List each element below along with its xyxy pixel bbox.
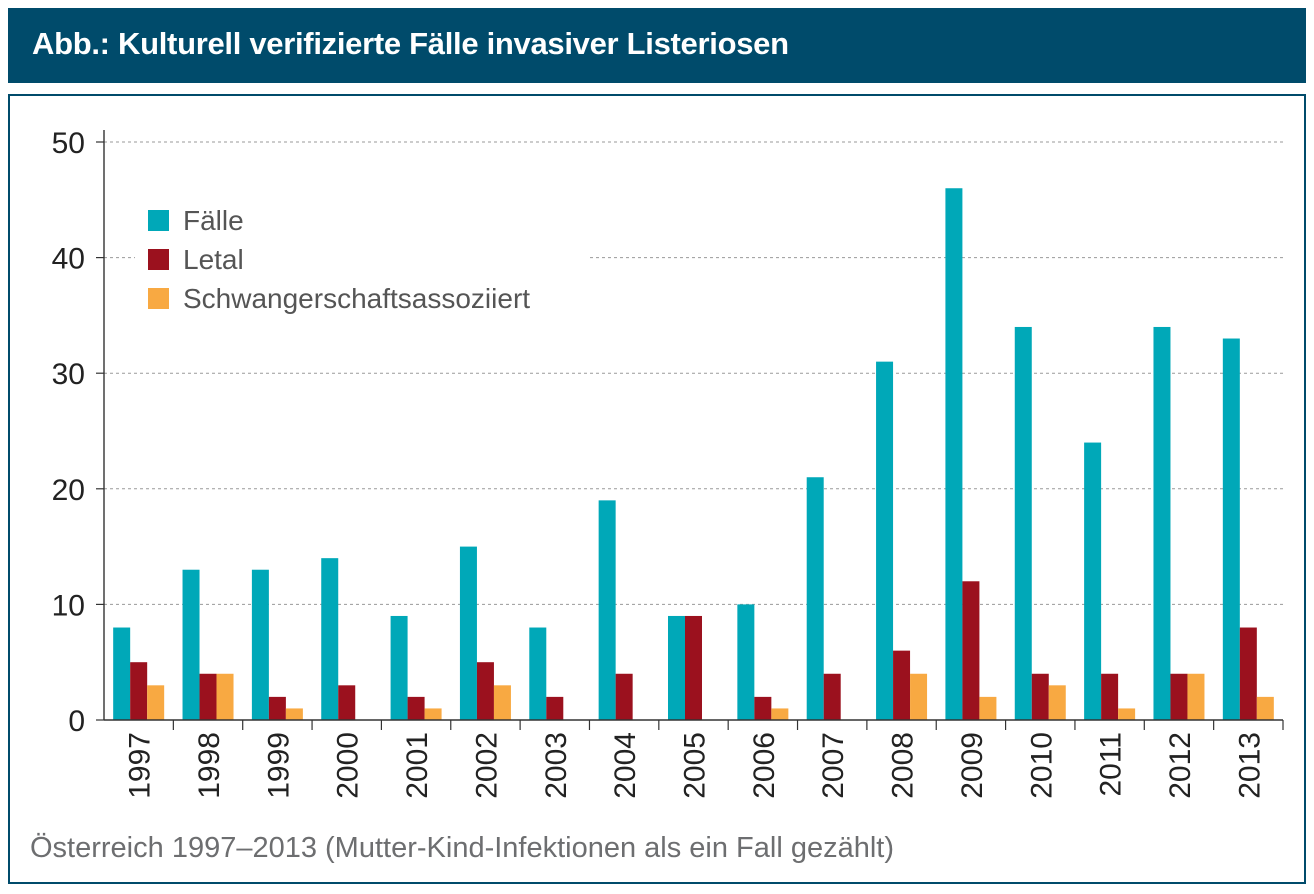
y-tick-label: 50 [52, 127, 85, 160]
bar-schwangerschaftsassoziiert [424, 708, 442, 720]
legend-label: Fälle [183, 205, 244, 236]
bar-letal [476, 662, 494, 720]
bar-letal [546, 696, 564, 720]
header-bar: Abb.: Kulturell verifizierte Fälle invas… [8, 8, 1306, 83]
chart-title: Abb.: Kulturell verifizierte Fälle invas… [32, 26, 789, 61]
bar-letal [615, 673, 633, 720]
chart-caption: Österreich 1997–2013 (Mutter-Kind-Infekt… [30, 832, 895, 864]
bar-f-lle [737, 604, 755, 720]
bar-f-lle [598, 500, 616, 720]
legend-label: Letal [183, 244, 244, 275]
x-tick-label: 1999 [262, 732, 295, 799]
bar-letal [754, 696, 772, 720]
bar-f-lle [529, 627, 547, 720]
x-tick-label: 2002 [470, 732, 503, 799]
legend-swatch [148, 249, 169, 270]
bar-f-lle [945, 188, 963, 721]
bar-f-lle [876, 361, 894, 720]
bar-letal [1031, 673, 1049, 720]
x-tick-label: 2008 [887, 732, 920, 799]
bars [113, 188, 1274, 721]
bar-schwangerschaftsassoziiert [147, 685, 165, 720]
bar-f-lle [1222, 338, 1240, 720]
x-tick-label: 2004 [609, 732, 642, 799]
bar-f-lle [1084, 442, 1102, 720]
x-tick-labels: 1997 1998 1999 2000 2001 2002 2003 2004 2005 2006… [124, 732, 1267, 799]
x-tick-label: 2007 [817, 732, 850, 799]
legend: Fälle Letal Schwangerschaftsassoziiert [148, 205, 530, 314]
y-tick-labels: 0 10 20 30 40 50 [52, 127, 85, 738]
bar-schwangerschaftsassoziiert [493, 685, 511, 720]
y-tick-label: 20 [52, 474, 85, 507]
x-tick-label: 2003 [540, 732, 573, 799]
bar-letal [130, 662, 148, 720]
y-tick-label: 30 [52, 358, 85, 391]
bar-schwangerschaftsassoziiert [910, 673, 928, 720]
x-tick-label: 2013 [1233, 732, 1266, 799]
x-tick-label: 2000 [332, 732, 365, 799]
x-tick-label: 2011 [1095, 732, 1128, 797]
x-tick-label: 2001 [401, 732, 434, 799]
y-tick-label: 40 [52, 243, 85, 276]
x-tick-label: 2009 [956, 732, 989, 799]
x-tick-label: 2010 [1025, 732, 1058, 799]
bar-schwangerschaftsassoziiert [1187, 673, 1205, 720]
legend-swatch [148, 210, 169, 231]
axes [96, 130, 1284, 730]
bar-schwangerschaftsassoziiert [771, 708, 789, 720]
bar-letal [1170, 673, 1188, 720]
bar-f-lle [251, 569, 269, 720]
bar-f-lle [182, 569, 200, 720]
bar-f-lle [806, 477, 824, 720]
y-tick-label: 10 [52, 589, 85, 622]
bar-letal [893, 650, 911, 720]
bar-f-lle [321, 558, 339, 720]
chart-frame [8, 94, 1306, 884]
bar-letal [962, 581, 980, 720]
bar-letal [199, 673, 217, 720]
bar-f-lle [668, 615, 685, 720]
y-tick-label: 0 [68, 705, 85, 738]
bar-letal [685, 615, 702, 720]
gridlines [104, 141, 1283, 605]
x-tick-label: 2012 [1164, 732, 1197, 799]
bar-schwangerschaftsassoziiert [979, 696, 997, 720]
bar-schwangerschaftsassoziiert [1256, 696, 1274, 720]
bar-schwangerschaftsassoziiert [1118, 708, 1136, 720]
legend-swatch [148, 288, 169, 309]
bar-schwangerschaftsassoziiert [216, 673, 234, 720]
x-tick-label: 1998 [193, 732, 226, 799]
bar-f-lle [459, 546, 477, 720]
legend-label: Schwangerschaftsassoziiert [183, 283, 530, 314]
bar-schwangerschaftsassoziiert [1048, 685, 1066, 720]
legend-background [135, 188, 590, 328]
bar-letal [268, 696, 286, 720]
x-tick-label: 2005 [679, 732, 712, 799]
bar-letal [1239, 627, 1257, 720]
bar-f-lle [1153, 326, 1171, 720]
bar-letal [338, 685, 356, 720]
bar-letal [407, 696, 425, 720]
bar-schwangerschaftsassoziiert [285, 708, 303, 720]
x-tick-label: 1997 [124, 732, 157, 799]
legend-box [135, 188, 590, 328]
bar-letal [823, 673, 841, 720]
bar-letal [1101, 673, 1119, 720]
bar-f-lle [113, 627, 131, 720]
bar-f-lle [390, 615, 408, 720]
bar-f-lle [1014, 326, 1032, 720]
x-tick-label: 2006 [748, 732, 781, 799]
